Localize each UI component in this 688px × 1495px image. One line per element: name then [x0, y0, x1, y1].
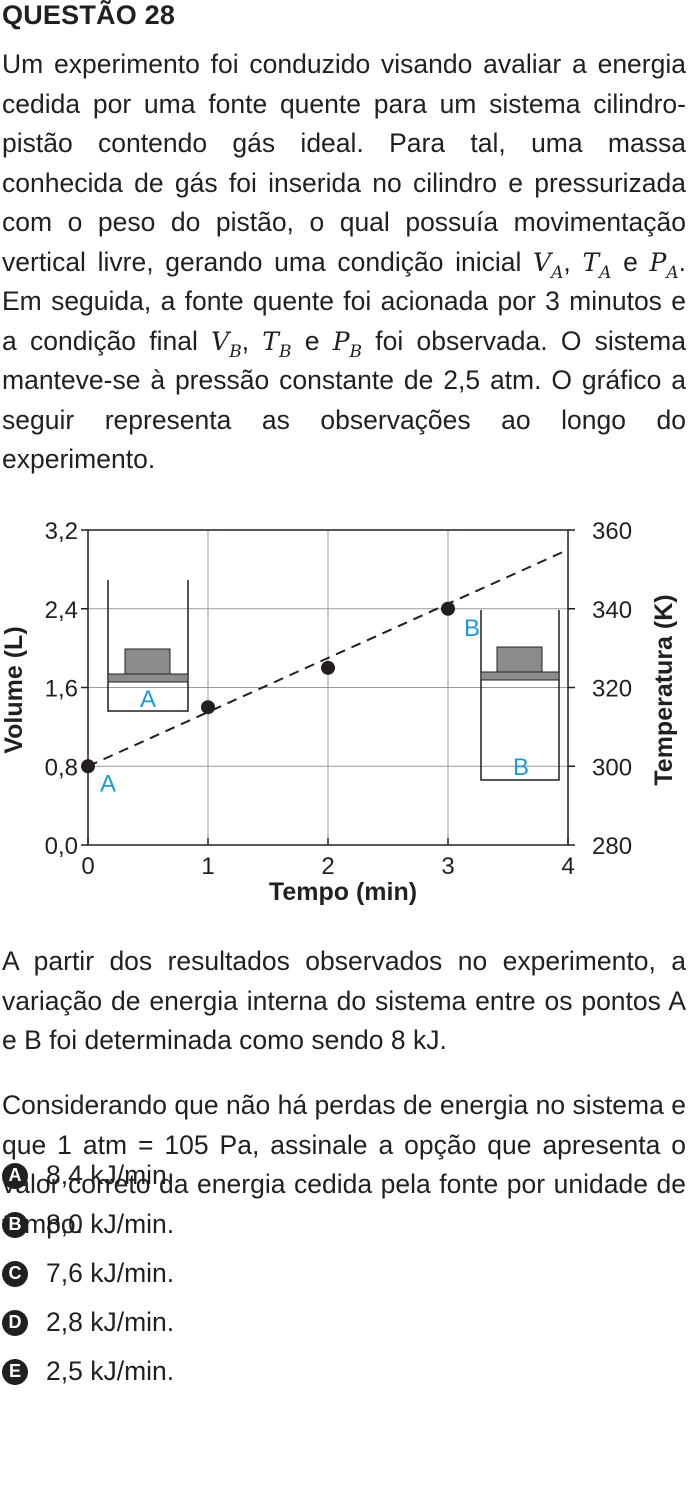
var-vb: VB: [211, 326, 242, 362]
data-points: AB: [81, 601, 480, 797]
option-d-text: 2,8 kJ/min.: [46, 1307, 175, 1337]
trend-line: [87, 548, 569, 768]
var-pb: PB: [332, 326, 363, 362]
data-point-0: [81, 759, 95, 774]
option-d-badge: D: [2, 1309, 28, 1336]
point-label-b: B: [464, 615, 480, 642]
y2-tick-label: 300: [592, 754, 632, 781]
option-a[interactable]: A 8,4 kJ/min.: [2, 1160, 174, 1191]
option-e[interactable]: E 2,5 kJ/min.: [2, 1356, 174, 1387]
option-b-badge: B: [2, 1211, 28, 1238]
cylinder-a-illustration: A: [107, 580, 189, 713]
y2-tick-label: 360: [592, 518, 632, 545]
y-axis-label: Volume (L): [0, 626, 28, 753]
cylinder-b-label: B: [513, 754, 529, 781]
y2-tick-label: 340: [592, 597, 632, 624]
chart-ticks: 0 1 2 3 4 0,0 280 0,8 300 1,6 320 2,4 340 3,2 360: [45, 518, 632, 880]
y2-axis-label: Temperatura (K): [650, 594, 678, 785]
y2-tick-label: 320: [592, 676, 632, 703]
chart-grid: [88, 530, 568, 845]
option-a-text: 8,4 kJ/min.: [46, 1160, 175, 1190]
cylinder-a-label: A: [140, 686, 156, 713]
question-intro: Um experimento foi conduzido visando ava…: [2, 49, 686, 474]
x-tick-label: 4: [561, 853, 574, 880]
y-tick-label: 2,4: [45, 597, 78, 624]
point-label-a: A: [100, 770, 116, 797]
option-a-badge: A: [2, 1162, 28, 1189]
option-c-badge: C: [2, 1260, 28, 1287]
y-tick-label: 0,0: [45, 833, 78, 860]
data-point-1: [201, 700, 215, 715]
cylinder-b-illustration: B: [480, 610, 560, 781]
x-axis-label: Tempo (min): [269, 878, 417, 906]
var-va: VA: [533, 247, 564, 283]
option-e-text: 2,5 kJ/min.: [46, 1356, 175, 1386]
y2-tick-label: 280: [592, 833, 632, 860]
var-ta: TA: [582, 247, 612, 283]
x-tick-label: 0: [81, 853, 94, 880]
option-e-badge: E: [2, 1358, 28, 1385]
data-point-2: [321, 660, 335, 675]
x-tick-label: 1: [201, 853, 214, 880]
var-pa: PA: [649, 247, 679, 283]
option-b-text: 8,0 kJ/min.: [46, 1209, 175, 1239]
y-tick-label: 1,6: [45, 676, 78, 703]
option-c-text: 7,6 kJ/min.: [46, 1258, 175, 1288]
y-tick-label: 0,8: [45, 754, 78, 781]
question-paragraph-2: A partir dos resultados observados no ex…: [2, 946, 686, 1055]
option-d[interactable]: D 2,8 kJ/min.: [2, 1307, 174, 1338]
x-tick-label: 2: [321, 853, 334, 880]
option-c[interactable]: C 7,6 kJ/min.: [2, 1258, 174, 1289]
option-b[interactable]: B 8,0 kJ/min.: [2, 1209, 174, 1240]
x-tick-label: 3: [441, 853, 454, 880]
question-paragraph-3: Considerando que não há perdas de energi…: [2, 1090, 686, 1239]
data-point-3: [441, 601, 455, 616]
var-tb: TB: [262, 326, 292, 362]
y-tick-label: 3,2: [45, 518, 78, 545]
question-title: QUESTÃO 28: [2, 0, 176, 30]
